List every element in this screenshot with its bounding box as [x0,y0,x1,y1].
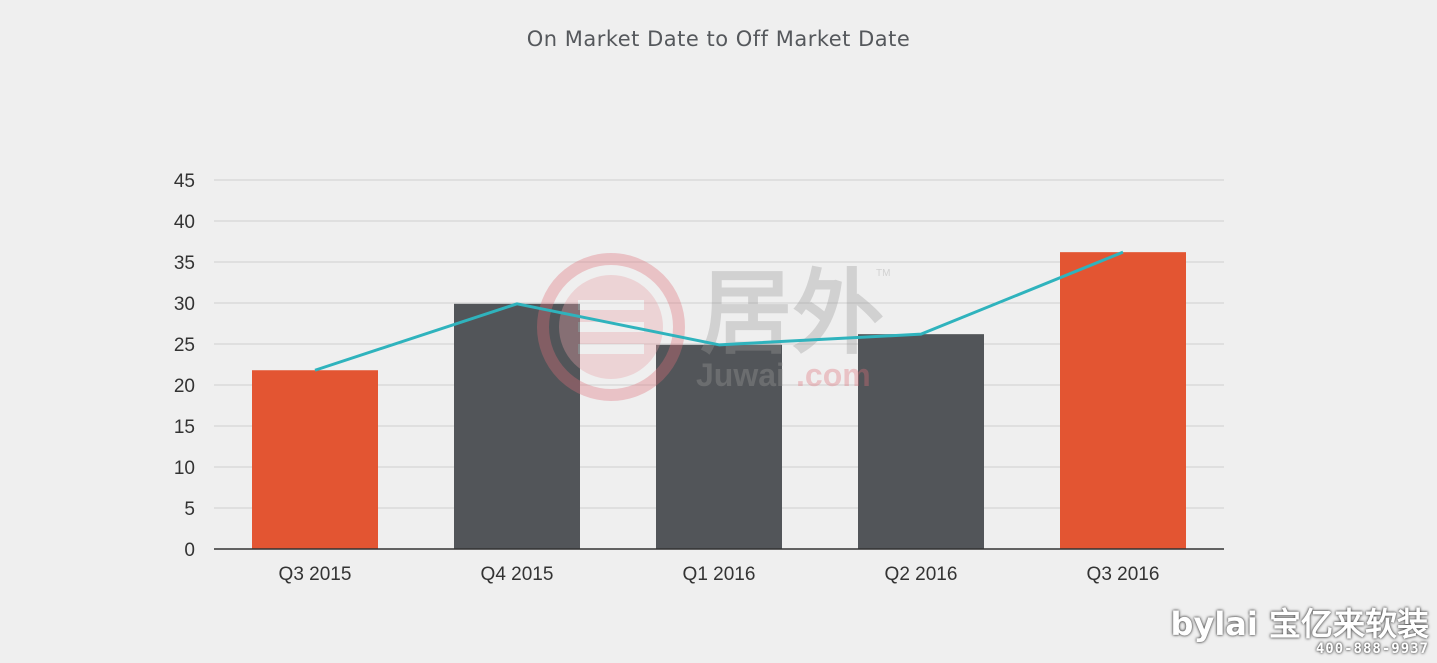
bar [858,334,984,549]
y-tick-label: 25 [174,335,195,356]
corner-logo-brand: bylai 宝亿来软装 [1170,605,1429,643]
x-tick-label: Q1 2016 [683,564,756,585]
bar [454,303,580,549]
x-tick-label: Q2 2016 [885,564,958,585]
watermark-domain: .com [796,357,871,393]
y-tick-label: 10 [174,458,195,479]
bar [656,344,782,549]
bar [252,370,378,549]
y-tick-label: 40 [174,212,195,233]
juwai-watermark: 居外 TM Juwai .com [537,253,890,401]
y-tick-label: 15 [174,417,195,438]
x-tick-label: Q4 2015 [481,564,554,585]
y-tick-label: 30 [174,294,195,315]
y-tick-label: 35 [174,253,195,274]
y-tick-label: 20 [174,376,195,397]
corner-logo-phone: 400-888-9937 [1315,641,1429,657]
corner-logo: bylai 宝亿来软装 400-888-9937 [1171,607,1429,657]
watermark-logo-ring [537,253,685,401]
x-tick-label: Q3 2015 [279,564,352,585]
x-tick-labels: Q3 2015 Q4 2015 Q1 2016 Q2 2016 Q3 2016 [279,564,1160,585]
watermark-logo-disc [559,275,663,379]
x-tick-label: Q3 2016 [1087,564,1160,585]
watermark-chinese: 居外 [700,263,884,365]
y-tick-labels: 0 5 10 15 20 25 30 35 40 45 [174,171,195,561]
y-tick-label: 45 [174,171,195,192]
y-tick-label: 0 [184,540,195,561]
watermark-latin: Juwai [696,357,785,393]
trend-line [314,250,1124,372]
bar [1060,252,1186,549]
chart-title: On Market Date to Off Market Date [526,27,911,51]
watermark-tm: TM [876,268,890,279]
bars [252,252,1186,549]
y-tick-label: 5 [184,499,195,520]
